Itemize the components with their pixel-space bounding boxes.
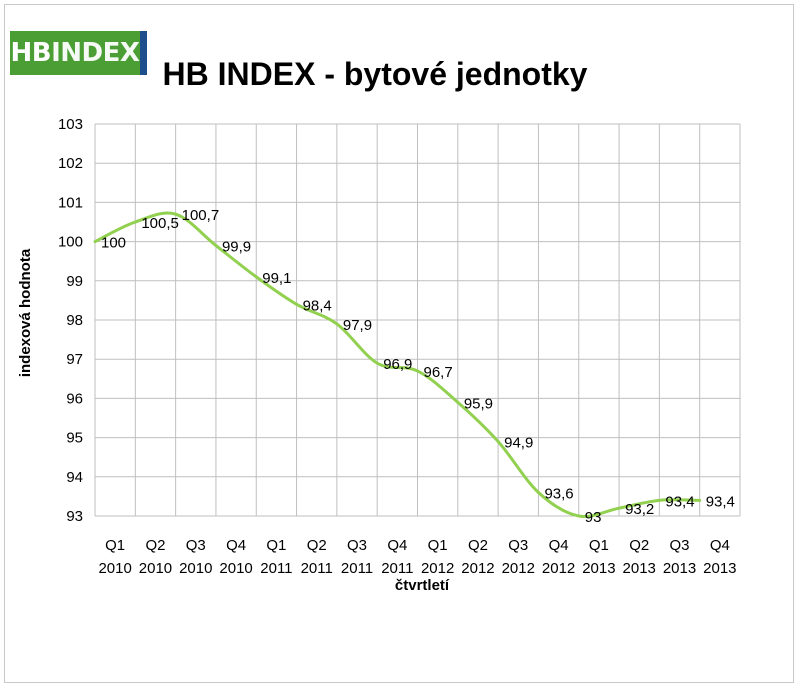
data-label: 94,9 bbox=[504, 435, 533, 452]
x-tick-quarter: Q1 bbox=[589, 537, 609, 554]
data-point bbox=[174, 212, 178, 216]
data-point bbox=[657, 498, 661, 502]
data-point bbox=[254, 275, 258, 279]
data-point bbox=[93, 240, 97, 244]
logo-text-index: INDEX bbox=[51, 38, 140, 68]
data-label: 93 bbox=[585, 509, 602, 526]
x-tick-year: 2011 bbox=[341, 560, 373, 577]
data-label: 100,7 bbox=[182, 207, 220, 224]
data-label: 96,9 bbox=[383, 356, 412, 373]
x-tick-quarter: Q3 bbox=[186, 537, 206, 554]
y-tick-label: 101 bbox=[58, 194, 83, 211]
y-tick-label: 98 bbox=[66, 312, 83, 329]
data-point bbox=[375, 361, 379, 365]
y-tick-label: 102 bbox=[58, 155, 83, 172]
y-tick-label: 100 bbox=[58, 234, 83, 251]
x-tick-year: 2010 bbox=[179, 560, 212, 577]
logo-text-hb: HB bbox=[10, 38, 52, 68]
data-point bbox=[617, 506, 621, 510]
data-point bbox=[456, 400, 460, 404]
data-labels: 100 100,5 100,799,9 99,1 98,4 97,9 96,9 96,7 95,… bbox=[101, 207, 735, 526]
data-label: 97,9 bbox=[343, 317, 372, 334]
y-tick-label: 103 bbox=[58, 116, 83, 133]
x-tick-year: 2013 bbox=[703, 560, 736, 577]
x-tick-year: 2012 bbox=[421, 560, 454, 577]
x-tick-quarter: Q4 bbox=[387, 537, 407, 554]
x-axis-ticks: Q1 2010 Q2 2010 Q3 2010 Q4 2010 Q1 2011 Q2 2011 Q3 20… bbox=[98, 537, 736, 577]
x-tick-quarter: Q1 bbox=[428, 537, 448, 554]
x-tick-year: 2013 bbox=[623, 560, 656, 577]
x-tick-quarter: Q3 bbox=[508, 537, 528, 554]
x-tick-quarter: Q4 bbox=[226, 537, 246, 554]
x-tick-year: 2012 bbox=[461, 560, 494, 577]
data-label: 99,9 bbox=[222, 239, 251, 256]
data-label: 100 bbox=[101, 235, 126, 252]
data-label: 99,1 bbox=[262, 270, 291, 287]
data-label: 98,4 bbox=[303, 297, 332, 314]
y-tick-label: 95 bbox=[66, 430, 83, 447]
x-tick-year: 2012 bbox=[502, 560, 535, 577]
y-tick-label: 96 bbox=[66, 390, 83, 407]
series-line bbox=[94, 211, 700, 519]
x-tick-quarter: Q1 bbox=[105, 537, 125, 554]
x-tick-quarter: Q2 bbox=[468, 537, 488, 554]
data-point bbox=[496, 440, 500, 444]
data-point bbox=[335, 322, 339, 326]
series-line-group bbox=[93, 211, 702, 519]
grid-lines bbox=[94, 123, 741, 517]
data-point bbox=[698, 498, 702, 502]
logo-accent-bar bbox=[140, 31, 147, 75]
x-tick-quarter: Q3 bbox=[670, 537, 690, 554]
x-tick-year: 2011 bbox=[381, 560, 413, 577]
x-tick-year: 2011 bbox=[301, 560, 333, 577]
x-tick-year: 2010 bbox=[219, 560, 252, 577]
y-axis-title: indexová hodnota bbox=[17, 248, 34, 377]
y-axis-ticks: 93 94 95 96 97 98 99 100 101 102 103 bbox=[58, 116, 83, 525]
data-label: 96,7 bbox=[424, 364, 453, 381]
x-tick-year: 2011 bbox=[260, 560, 292, 577]
y-tick-label: 94 bbox=[66, 469, 83, 486]
data-point bbox=[295, 302, 299, 306]
x-tick-quarter: Q4 bbox=[710, 537, 730, 554]
data-point bbox=[416, 369, 419, 373]
data-point bbox=[214, 244, 218, 248]
data-label: 95,9 bbox=[464, 395, 493, 412]
x-tick-year: 2010 bbox=[98, 560, 131, 577]
y-tick-label: 93 bbox=[66, 508, 83, 525]
data-label: 93,4 bbox=[665, 493, 694, 510]
logo-box: HB INDEX bbox=[10, 31, 140, 75]
y-tick-label: 99 bbox=[66, 273, 83, 290]
x-tick-year: 2010 bbox=[139, 560, 172, 577]
x-tick-quarter: Q2 bbox=[145, 537, 165, 554]
x-tick-quarter: Q2 bbox=[629, 537, 649, 554]
x-axis-title: čtvrtletí bbox=[395, 577, 450, 594]
data-point bbox=[133, 220, 137, 224]
x-tick-quarter: Q2 bbox=[307, 537, 327, 554]
x-tick-year: 2013 bbox=[663, 560, 696, 577]
hb-index-logo: HB INDEX bbox=[10, 31, 147, 75]
data-label: 93,4 bbox=[706, 493, 735, 510]
x-tick-year: 2013 bbox=[582, 560, 615, 577]
x-tick-quarter: Q3 bbox=[347, 537, 367, 554]
chart-title: HB INDEX - bytové jednotky bbox=[162, 56, 588, 92]
y-tick-label: 97 bbox=[66, 351, 83, 368]
x-tick-quarter: Q4 bbox=[549, 537, 569, 554]
x-tick-year: 2012 bbox=[542, 560, 575, 577]
data-point bbox=[536, 490, 540, 494]
data-label: 93,6 bbox=[544, 485, 573, 502]
x-tick-quarter: Q1 bbox=[266, 537, 286, 554]
data-label: 100,5 bbox=[141, 215, 179, 232]
data-point bbox=[577, 514, 581, 518]
data-label: 93,2 bbox=[625, 501, 654, 518]
